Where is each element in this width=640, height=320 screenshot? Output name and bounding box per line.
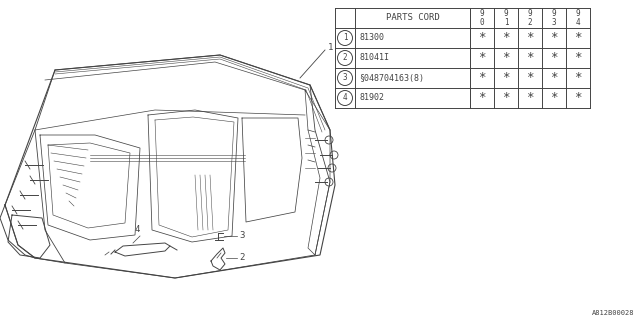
Text: *: * [526,71,534,84]
Text: *: * [526,92,534,105]
Text: *: * [502,31,509,44]
Text: A812B00028: A812B00028 [591,310,634,316]
Text: *: * [478,92,486,105]
Text: 2: 2 [342,53,348,62]
Text: 4: 4 [134,225,140,234]
Text: 2: 2 [239,253,244,262]
Text: *: * [574,31,582,44]
Text: 1: 1 [342,34,348,43]
Text: *: * [502,71,509,84]
Text: *: * [478,31,486,44]
Text: 3: 3 [342,74,348,83]
Text: *: * [502,92,509,105]
Text: 4: 4 [342,93,348,102]
Text: *: * [502,52,509,65]
Text: *: * [550,52,557,65]
Text: *: * [478,71,486,84]
Text: *: * [574,52,582,65]
Text: 9
3: 9 3 [552,9,556,27]
Text: *: * [550,71,557,84]
Text: *: * [574,71,582,84]
Text: *: * [478,52,486,65]
Text: 81902: 81902 [359,93,384,102]
Text: *: * [526,52,534,65]
Text: *: * [550,31,557,44]
Text: *: * [574,92,582,105]
Text: 9
4: 9 4 [576,9,580,27]
Text: *: * [526,31,534,44]
Text: §048704163(8): §048704163(8) [359,74,424,83]
Text: *: * [550,92,557,105]
Text: PARTS CORD: PARTS CORD [386,13,440,22]
Text: 81300: 81300 [359,34,384,43]
Text: 3: 3 [239,231,244,241]
Text: 9
2: 9 2 [528,9,532,27]
Text: 81041I: 81041I [359,53,389,62]
Text: 9
1: 9 1 [504,9,508,27]
Text: 9
0: 9 0 [480,9,484,27]
Text: 1: 1 [328,44,333,52]
